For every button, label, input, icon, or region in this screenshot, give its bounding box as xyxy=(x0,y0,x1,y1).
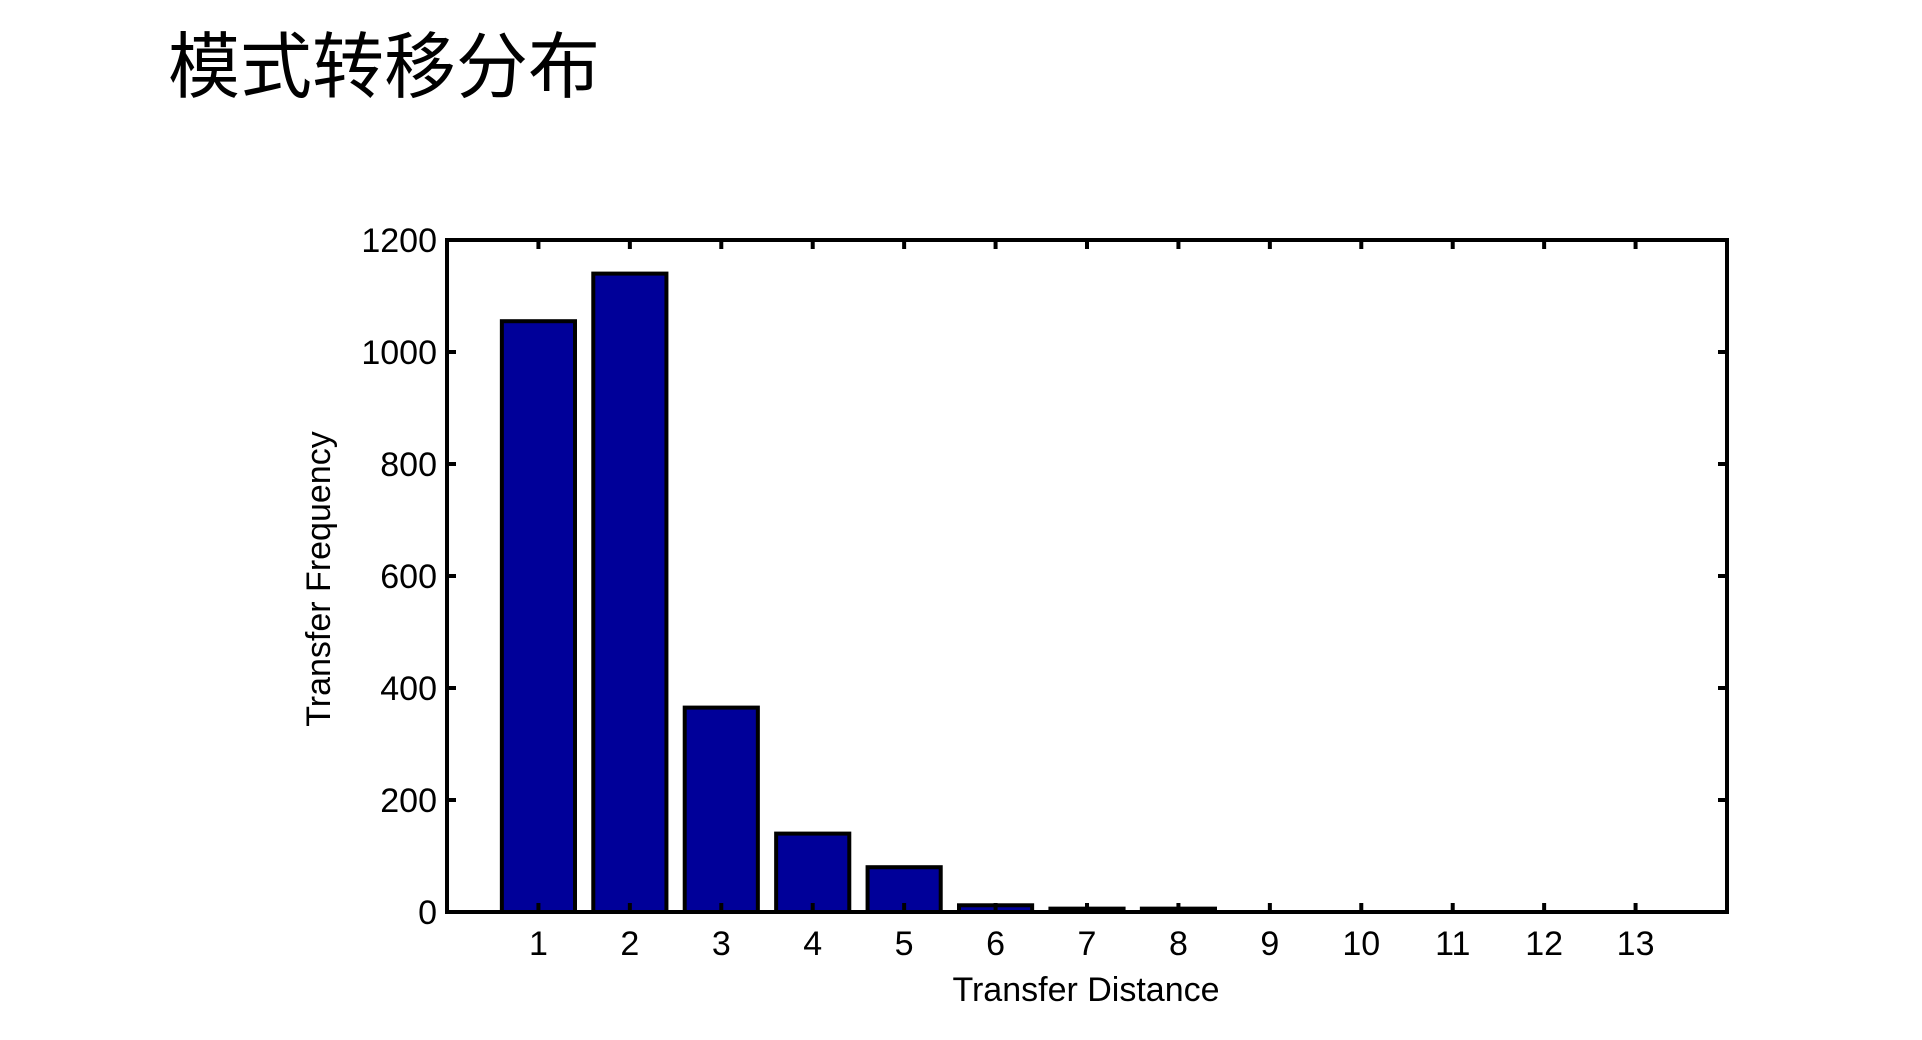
y-tick-label-1000: 1000 xyxy=(361,334,437,372)
y-tick-label-400: 400 xyxy=(380,670,437,708)
bar-3 xyxy=(682,705,760,914)
y-tick-label-600: 600 xyxy=(380,558,437,596)
y-tick-label-1200: 1200 xyxy=(361,222,437,260)
y-tick-label-0: 0 xyxy=(418,894,437,932)
bars-group xyxy=(499,271,1218,915)
slide-title: 模式转移分布 xyxy=(168,25,601,109)
x-tick-label-3: 3 xyxy=(712,925,731,963)
x-tick-label-1: 1 xyxy=(529,925,548,963)
x-tick-label-7: 7 xyxy=(1078,925,1097,963)
y-tick-label-200: 200 xyxy=(380,782,437,820)
x-tick-label-9: 9 xyxy=(1260,925,1279,963)
bar-1 xyxy=(499,319,578,914)
bar-2 xyxy=(591,271,669,915)
x-axis-label: Transfer Distance xyxy=(952,971,1219,1009)
y-axis-label: Transfer Frequency xyxy=(300,431,338,726)
x-tick-label-10: 10 xyxy=(1342,925,1380,963)
y-tick-label-800: 800 xyxy=(380,446,437,484)
x-tick-label-2: 2 xyxy=(620,925,639,963)
x-tick-label-12: 12 xyxy=(1525,925,1563,963)
x-tick-label-5: 5 xyxy=(895,925,914,963)
x-tick-label-13: 13 xyxy=(1617,925,1655,963)
x-tick-label-4: 4 xyxy=(803,925,822,963)
plot-area-frame xyxy=(445,238,1729,914)
bar-4 xyxy=(774,831,852,914)
x-tick-label-8: 8 xyxy=(1169,925,1188,963)
bar-5 xyxy=(865,865,943,915)
x-tick-label-6: 6 xyxy=(986,925,1005,963)
x-tick-label-11: 11 xyxy=(1435,925,1470,963)
